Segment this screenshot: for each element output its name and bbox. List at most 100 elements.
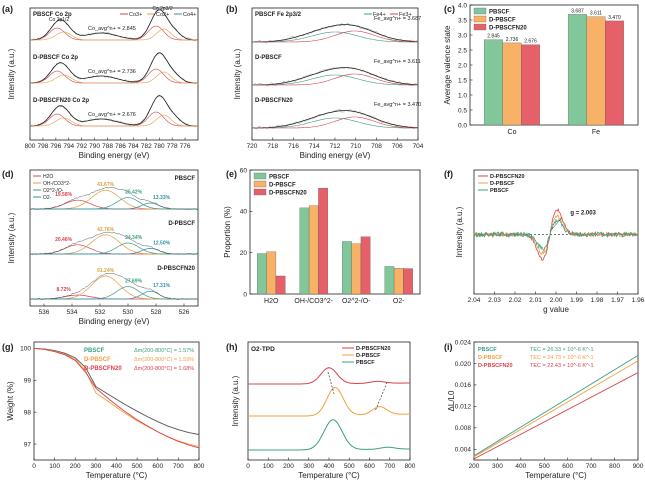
- bar-pbscf: [257, 253, 267, 295]
- bar-d-pbscf: [308, 205, 319, 295]
- y-tick-label: 1.0: [458, 92, 467, 99]
- tec-label: TEC = 22.43 × 10^-6 K^-1: [530, 363, 594, 369]
- x-axis-label: g value: [543, 305, 569, 314]
- x-tick-label: 700: [173, 463, 184, 470]
- valence-label: Co_avg^n+ = 2.736: [88, 69, 136, 75]
- legend-label: Co3+: [129, 12, 142, 18]
- bar-d-pbscfn20: [521, 44, 540, 126]
- x-tick-label: 0: [32, 463, 36, 470]
- y-tick-label: 3.0: [458, 32, 467, 39]
- x-tick-label: 800: [25, 143, 36, 150]
- x-tick-label: 100: [49, 463, 60, 470]
- shift-arrow: [327, 371, 335, 395]
- x-tick-label: 782: [141, 143, 152, 150]
- legend-swatch: [473, 15, 487, 23]
- tec-d-pbscfn20: [473, 372, 639, 460]
- y-axis-label: Proportion (%): [223, 206, 232, 258]
- tga-d-pbscf: [33, 347, 200, 448]
- percentage-label: 20.46%: [55, 237, 73, 243]
- bar-d-pbscfn20: [403, 268, 413, 295]
- percentage-label: 13.33%: [153, 195, 171, 201]
- x-tick-label: 600: [152, 463, 163, 470]
- percentage-label: 51.24%: [97, 268, 115, 274]
- bar-pbscf: [568, 14, 587, 126]
- chart-title: O2-TPD: [251, 346, 275, 353]
- percentage-label: 17.31%: [153, 283, 171, 289]
- x-tick-label: 700: [384, 463, 395, 470]
- y-tick-label: 98: [24, 409, 32, 416]
- y-tick-label: 20: [240, 250, 248, 257]
- stack-label: D-PBSCFN20: [157, 266, 195, 272]
- x-tick-label: 100: [263, 463, 274, 470]
- stack-label: D-PBSCF: [168, 221, 195, 227]
- x-tick-label: 0: [246, 463, 250, 470]
- x-tick-label: 1.97: [611, 297, 624, 304]
- legend-label: PBSCF: [356, 360, 375, 366]
- legend-label: Co2+: [156, 12, 169, 18]
- y-axis-label: Average valence state: [443, 25, 452, 105]
- y-tick-label: 0: [243, 291, 247, 298]
- x-tick-label: 2.04: [468, 297, 481, 304]
- stack-label: D-PBSCFN20 Co 2p: [33, 98, 89, 104]
- x-tick-label: 530: [123, 309, 134, 316]
- legend-label: D-PBSCFN20: [489, 26, 527, 32]
- x-tick-label: 708: [371, 143, 382, 150]
- panel-label: (c): [444, 4, 455, 14]
- x-tick-label: 776: [180, 143, 191, 150]
- panel-label: (f): [444, 169, 453, 179]
- co2-component: [30, 28, 198, 41]
- percentage-label: 25.42%: [125, 190, 143, 196]
- y-tick-label: 0.008: [455, 425, 472, 432]
- y-tick-label: 40: [240, 209, 248, 216]
- percentage-label: 24.34%: [125, 235, 143, 241]
- legend-label: PBSCF: [490, 188, 509, 194]
- x-tick-label: 712: [330, 143, 341, 150]
- x-axis-label: Binding energy (eV): [79, 151, 150, 160]
- y-axis-label: Intensity (a.u.): [455, 206, 464, 257]
- y-tick-label: 0.0: [458, 122, 467, 129]
- x-tick-label: 300: [492, 463, 503, 470]
- x-tick-label: 2.00: [550, 297, 563, 304]
- legend-label: OH-/CO3^2-: [43, 181, 71, 187]
- tga-d-pbscfn20: [33, 347, 200, 449]
- x-tick-label: 778: [167, 143, 178, 150]
- x-tick-label: 400: [515, 463, 526, 470]
- bar-pbscf: [384, 266, 395, 295]
- x-tick-label: 790: [89, 143, 100, 150]
- tpd-d-pbscf: [248, 386, 410, 417]
- x-tick-label: 780: [154, 143, 165, 150]
- bar-d-pbscf: [351, 243, 362, 295]
- o1s-component: [30, 248, 198, 255]
- x-tick-label: 2.01: [529, 297, 542, 304]
- x-tick-label: 300: [90, 463, 101, 470]
- y-tick-label: 0.016: [455, 382, 472, 389]
- panel-label: (i): [444, 342, 453, 352]
- bar-d-pbscfn20: [360, 236, 371, 295]
- legend-label: D-PBSCFN20: [490, 174, 525, 180]
- stack-label: PBSCF Co 2p: [33, 12, 72, 18]
- bar-value-label: 2.845: [487, 34, 500, 40]
- fit-envelope: [30, 9, 198, 41]
- panel-label: (e): [226, 169, 237, 179]
- panel-label: (a): [2, 4, 13, 14]
- raw-spectrum: [29, 187, 199, 210]
- panel-label: (h): [226, 342, 238, 352]
- shift-arrow: [375, 380, 389, 411]
- co2-component: [30, 71, 198, 84]
- x-tick-label: 600: [364, 463, 375, 470]
- x-tick-label: 714: [309, 143, 320, 150]
- x-tick-label: 798: [37, 143, 48, 150]
- panel-d-frame: [29, 169, 199, 307]
- x-tick-label: 300: [303, 463, 314, 470]
- y-tick-label: 2.5: [458, 47, 467, 54]
- y-tick-label: 2.0: [458, 62, 467, 69]
- legend-label: Fe3+: [399, 12, 412, 18]
- bar-d-pbscf: [502, 42, 522, 126]
- stack-label: PBSCF Fe 2p3/2: [255, 12, 302, 18]
- x-tick-label: 794: [63, 143, 74, 150]
- legend-label: PBSCF: [269, 175, 290, 181]
- legend-label: PBSCF: [489, 10, 510, 16]
- bar-value-label: 3.470: [608, 15, 621, 21]
- percentage-label: 42.76%: [97, 227, 115, 233]
- peak-label: Co 2p3/2: [152, 6, 173, 12]
